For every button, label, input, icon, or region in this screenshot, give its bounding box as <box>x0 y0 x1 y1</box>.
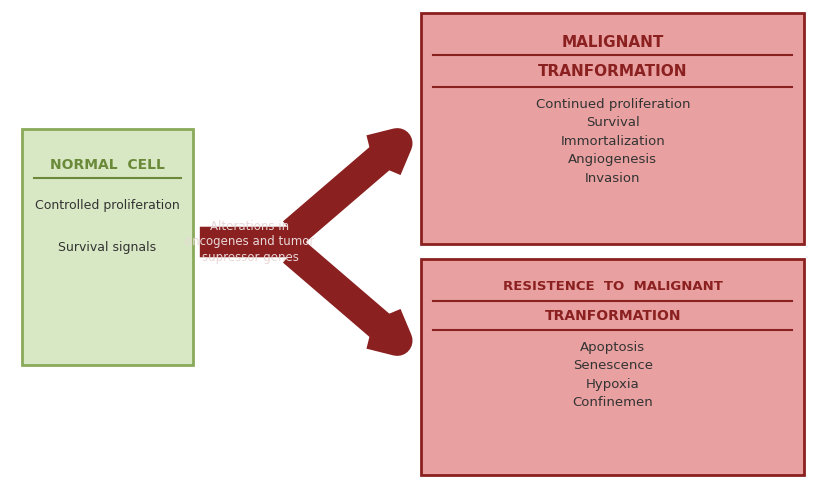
Text: RESISTENCE  TO  MALIGNANT: RESISTENCE TO MALIGNANT <box>503 281 723 293</box>
Text: Alterations in
oncogenes and tumor
supressor genes: Alterations in oncogenes and tumor supre… <box>186 221 315 263</box>
Text: NORMAL  CELL: NORMAL CELL <box>50 158 164 172</box>
FancyBboxPatch shape <box>421 14 804 244</box>
FancyBboxPatch shape <box>22 129 193 365</box>
Text: TRANFORMATION: TRANFORMATION <box>538 64 688 79</box>
Text: Continued proliferation
Survival
Immortalization
Angiogenesis
Invasion: Continued proliferation Survival Immorta… <box>536 98 690 184</box>
Text: Controlled proliferation

Survival signals: Controlled proliferation Survival signal… <box>35 199 180 254</box>
Text: Apoptosis
Senescence
Hypoxia
Confinemen: Apoptosis Senescence Hypoxia Confinemen <box>573 341 654 409</box>
Text: TRANFORMATION: TRANFORMATION <box>545 309 681 323</box>
Text: MALIGNANT: MALIGNANT <box>562 35 664 50</box>
FancyBboxPatch shape <box>421 259 804 475</box>
